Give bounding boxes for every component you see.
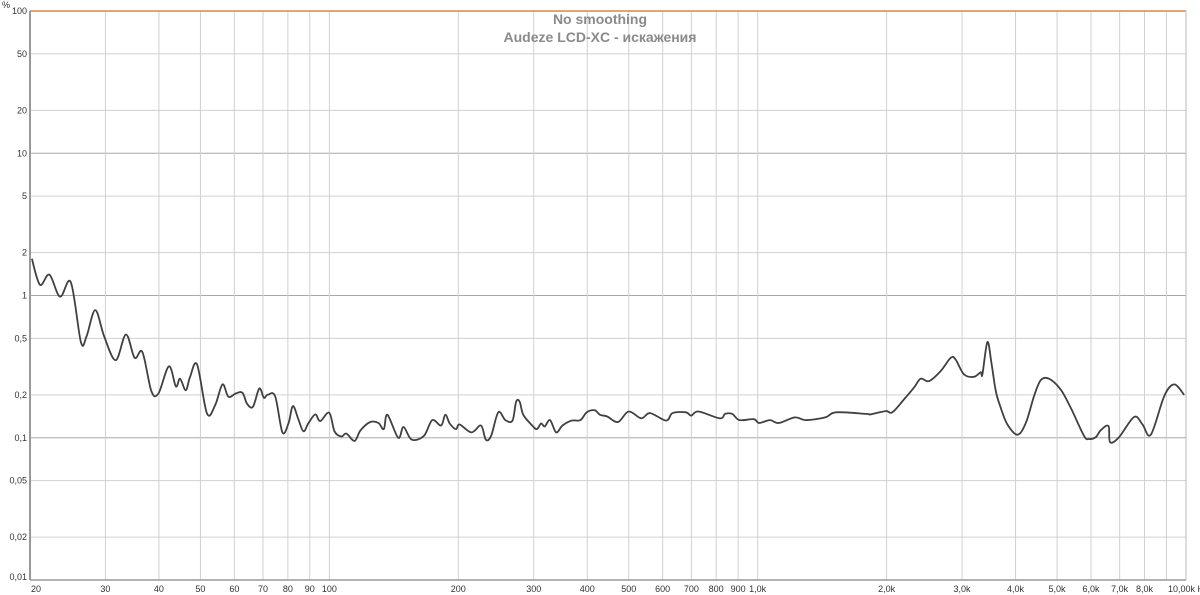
y-tick-label: 50 <box>17 49 27 59</box>
x-tick-label: 10,00k Hz <box>1168 584 1200 594</box>
x-tick-label: 8,0k <box>1136 584 1154 594</box>
x-tick-label: 300 <box>526 584 541 594</box>
x-tick-label: 5,0k <box>1049 584 1067 594</box>
y-tick-label: 0,2 <box>14 390 27 400</box>
y-tick-label: 0,1 <box>14 433 27 443</box>
x-tick-label: 800 <box>709 584 724 594</box>
x-tick-label: 7,0k <box>1111 584 1129 594</box>
x-tick-label: 900 <box>731 584 746 594</box>
y-tick-label: 0,05 <box>9 476 27 486</box>
y-tick-label: 100 <box>12 6 27 16</box>
x-tick-label: 1,0k <box>749 584 767 594</box>
x-tick-label: 2,0k <box>878 584 896 594</box>
y-tick-label: 5 <box>22 191 27 201</box>
distortion-series-line <box>31 258 1185 444</box>
x-tick-label: 80 <box>283 584 293 594</box>
chart-title: No smoothing <box>553 11 647 27</box>
y-tick-label: 20 <box>17 105 27 115</box>
y-unit-label: % <box>2 0 10 10</box>
y-tick-label: 1 <box>22 291 27 301</box>
y-tick-label: 0,5 <box>14 333 27 343</box>
x-tick-label: 3,0k <box>954 584 972 594</box>
x-tick-label: 4,0k <box>1007 584 1025 594</box>
x-tick-label: 700 <box>684 584 699 594</box>
grid <box>29 10 1187 581</box>
tick-labels: 100 50 20 10 5 2 1 0,5 0,2 0,1 0,05 0,02 0,01 20 30 40 5… <box>9 6 1200 594</box>
x-tick-label: 90 <box>305 584 315 594</box>
x-tick-label: 400 <box>580 584 595 594</box>
x-tick-label: 60 <box>229 584 239 594</box>
x-tick-label: 100 <box>322 584 337 594</box>
y-tick-label: 2 <box>22 248 27 258</box>
x-tick-label: 70 <box>258 584 268 594</box>
x-tick-label: 30 <box>100 584 110 594</box>
x-tick-label: 500 <box>621 584 636 594</box>
x-tick-label: 200 <box>451 584 466 594</box>
y-tick-label: 0,02 <box>9 532 27 542</box>
y-tick-label: 0,01 <box>9 572 27 582</box>
chart-subtitle: Audeze LCD-XC - искажения <box>504 29 697 45</box>
x-tick-label: 6,0k <box>1082 584 1100 594</box>
y-tick-label: 10 <box>17 148 27 158</box>
x-tick-label: 50 <box>195 584 205 594</box>
x-tick-label: 40 <box>154 584 164 594</box>
x-tick-label: 600 <box>655 584 670 594</box>
x-tick-label: 20 <box>31 584 41 594</box>
